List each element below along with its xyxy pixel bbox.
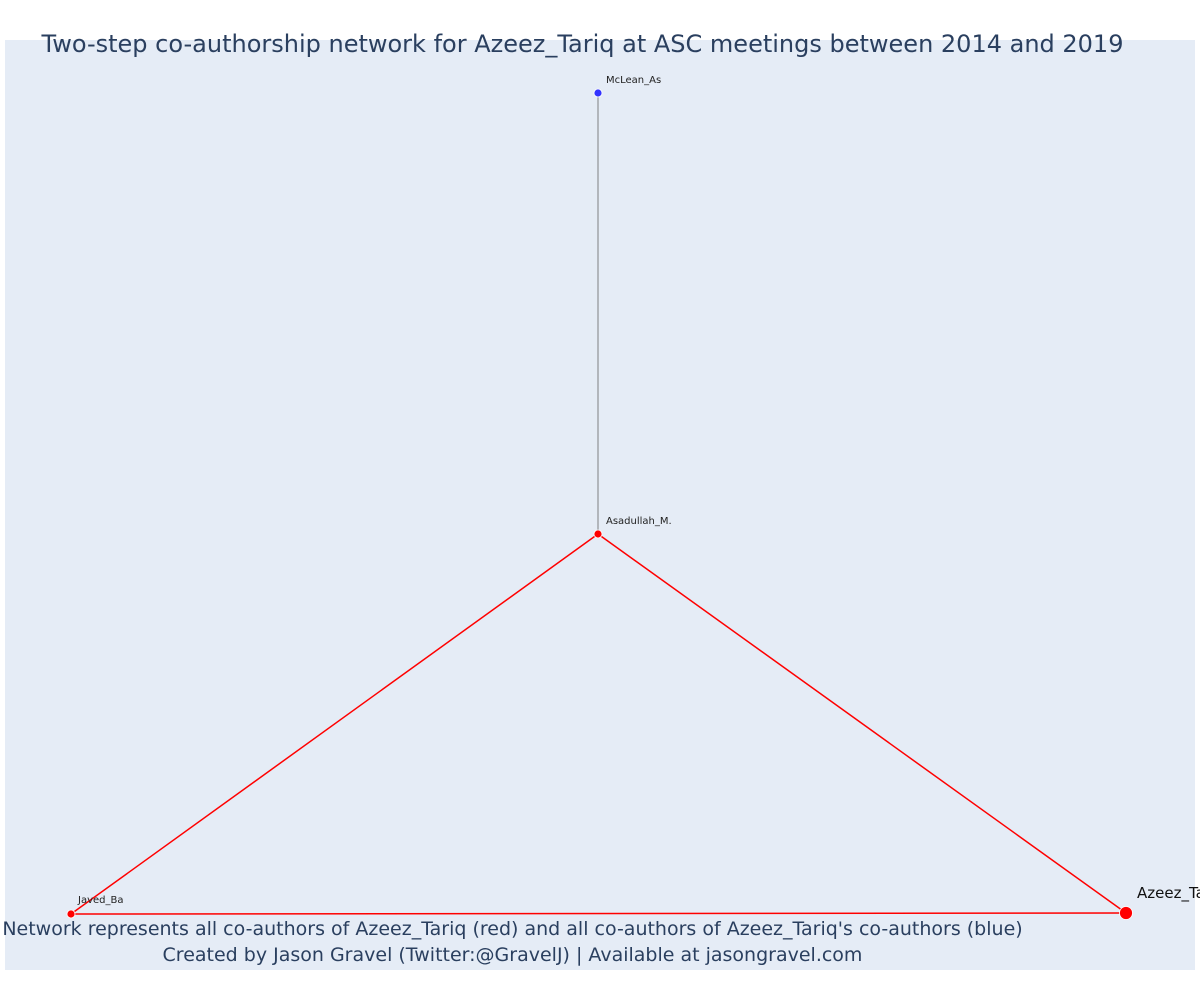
node-mclean-as[interactable] bbox=[593, 88, 603, 98]
node-javed-ba[interactable] bbox=[66, 909, 76, 919]
caption-line-1: Network represents all co-authors of Aze… bbox=[2, 918, 1023, 940]
edge-2 bbox=[597, 533, 1127, 914]
node-label-asadullah-m-: Asadullah_M. bbox=[606, 516, 672, 527]
node-label-mclean-as: McLean_As bbox=[606, 75, 661, 86]
caption-line-2: Created by Jason Gravel (Twitter:@Gravel… bbox=[162, 944, 863, 966]
node-label-azeez-tariq: Azeez_Ta bbox=[1137, 884, 1200, 903]
node-azeez-tariq[interactable] bbox=[1119, 906, 1133, 920]
edge-3 bbox=[70, 912, 1127, 915]
edge-1 bbox=[70, 533, 599, 915]
chart-title: Two-step co-authorship network for Azeez… bbox=[41, 30, 1124, 58]
plot-area bbox=[5, 40, 1195, 970]
node-label-javed-ba: Javed_Ba bbox=[77, 895, 123, 906]
node-layer: McLean_As Asadullah_M. Javed_Ba Azeez_Ta bbox=[66, 75, 1200, 920]
edge-layer bbox=[70, 93, 1127, 915]
node-asadullah-m-[interactable] bbox=[593, 529, 603, 539]
